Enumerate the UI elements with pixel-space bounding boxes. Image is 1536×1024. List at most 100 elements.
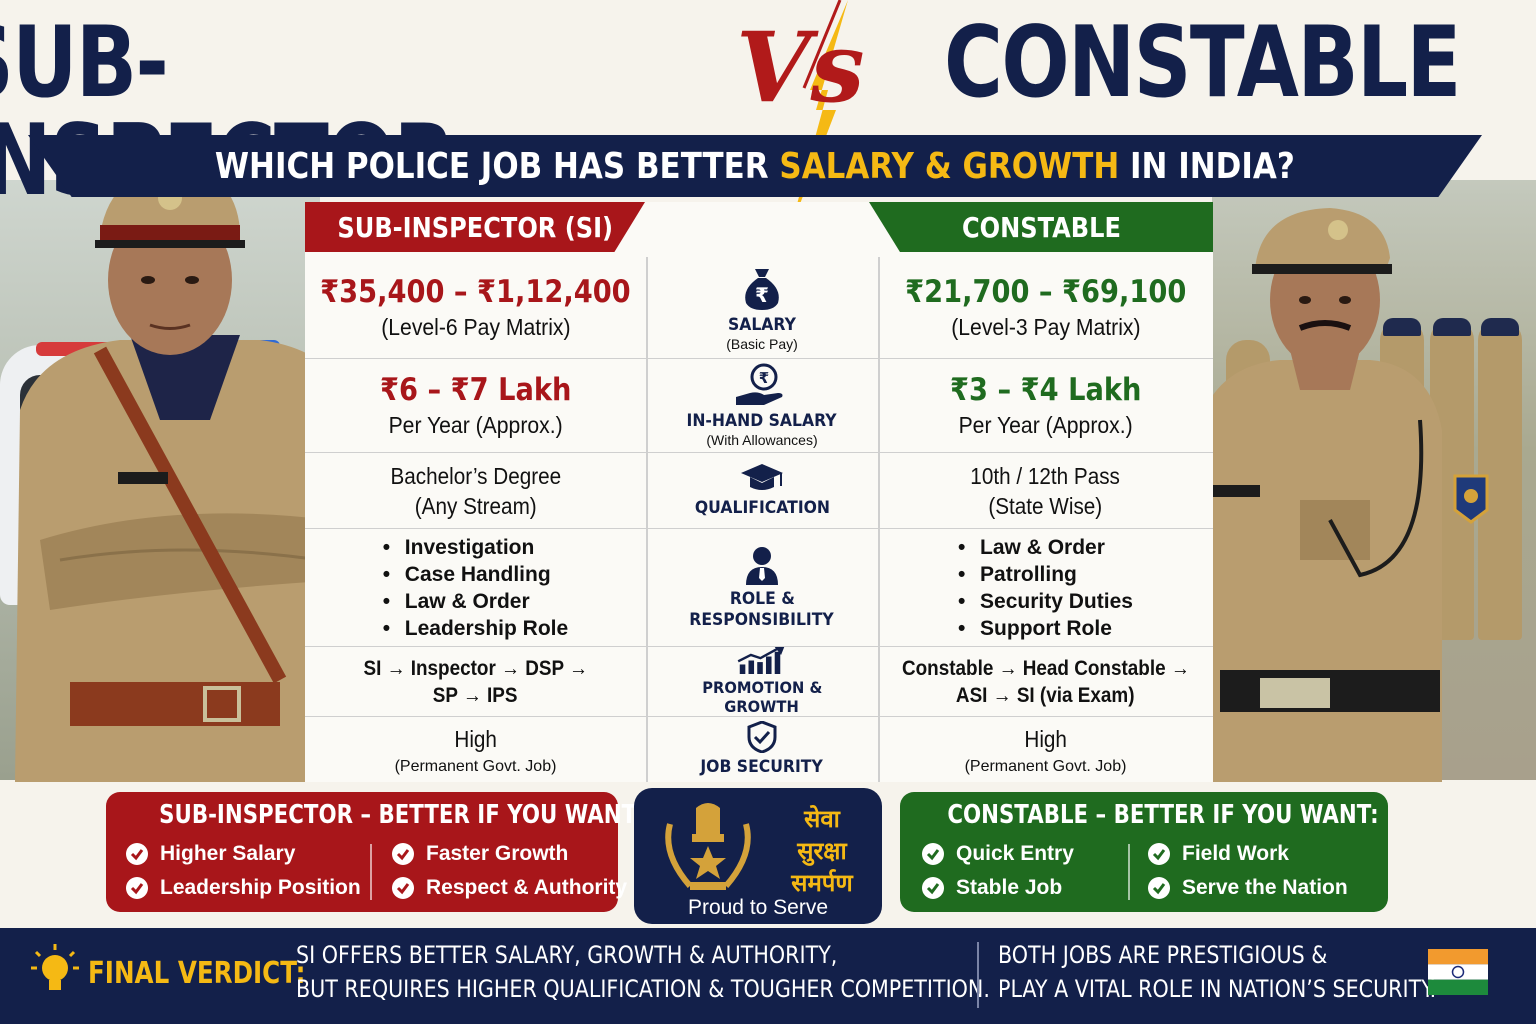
salary-label-cell: ₹ SALARY (Basic Pay) — [646, 257, 878, 358]
role-bullet-item: Patrolling — [958, 561, 1133, 588]
promotion-label-cell: PROMOTION & GROWTH — [646, 647, 878, 716]
si-benefit-item: Respect & Authority — [392, 876, 627, 900]
comparison-table: SUB-INSPECTOR (SI) CONSTABLE ₹35,400 – ₹… — [305, 202, 1213, 782]
subtitle-after: IN INDIA? — [1119, 145, 1295, 187]
sub-inspector-figure — [15, 168, 365, 782]
si-promotion-line2: SP → IPS — [433, 683, 518, 707]
box-divider — [370, 844, 372, 900]
inhand-sublabel: (With Allowances) — [706, 432, 818, 448]
constable-benefit-label: Quick Entry — [956, 842, 1074, 865]
shield-icon — [747, 721, 777, 753]
subtitle-before: WHICH POLICE JOB HAS BETTER — [215, 145, 780, 187]
subtitle-highlight: SALARY & GROWTH — [779, 145, 1120, 187]
title-constable: CONSTABLE — [944, 6, 1461, 120]
security-label-cell: JOB SECURITY — [646, 717, 878, 782]
final-verdict-footer: FINAL VERDICT: SI OFFERS BETTER SALARY, … — [0, 928, 1536, 1024]
si-qualification-cell: Bachelor’s Degree (Any Stream) — [305, 453, 646, 528]
si-salary-cell: ₹35,400 – ₹1,12,400 (Level-6 Pay Matrix) — [305, 257, 646, 358]
table-row-inhand-salary: ₹6 – ₹7 Lakh Per Year (Approx.) ₹ IN-HAN… — [305, 359, 1213, 453]
constable-better-if-box: CONSTABLE – BETTER IF YOU WANT: Quick En… — [900, 792, 1388, 912]
constable-promotion-cell: Constable → Head Constable → ASI → SI (v… — [878, 647, 1213, 716]
salary-sublabel: (Basic Pay) — [726, 336, 798, 352]
si-benefit-label: Higher Salary — [160, 842, 296, 865]
si-role-cell: InvestigationCase HandlingLaw & OrderLea… — [305, 529, 646, 646]
si-benefit-label: Respect & Authority — [426, 876, 628, 899]
constable-benefit-item: Field Work — [1148, 842, 1289, 866]
column-header-si: SUB-INSPECTOR (SI) — [305, 202, 645, 252]
check-icon — [392, 877, 414, 899]
constable-security-note: (Permanent Govt. Job) — [964, 757, 1127, 775]
promotion-label-line2: GROWTH — [724, 697, 800, 716]
role-bullet-item: Investigation — [383, 534, 568, 561]
constable-benefit-label: Stable Job — [956, 876, 1063, 899]
box-divider — [1128, 844, 1130, 900]
si-qualification-line1: Bachelor’s Degree — [390, 462, 561, 489]
column-header-constable-label: CONSTABLE — [961, 210, 1121, 244]
si-benefit-label: Leadership Position — [160, 876, 361, 899]
constable-qualification-cell: 10th / 12th Pass (State Wise) — [878, 453, 1213, 528]
column-header-si-label: SUB-INSPECTOR (SI) — [337, 210, 613, 244]
indian-flag-icon — [1428, 949, 1488, 995]
constable-inhand-note: Per Year (Approx.) — [958, 412, 1133, 438]
constable-figure — [1190, 208, 1442, 782]
constable-promotion-line1: Constable → Head Constable → — [901, 656, 1190, 680]
constable-security-value: High — [1024, 725, 1067, 752]
si-security-value: High — [454, 725, 497, 752]
check-icon — [922, 877, 944, 899]
footer-divider — [977, 942, 979, 1008]
national-emblem-icon — [665, 803, 751, 890]
hindi-suraksha: सुरक्षा — [797, 837, 847, 865]
constable-promotion-line2: ASI → SI (via Exam) — [956, 683, 1135, 707]
lightning-bolt-icon — [790, 0, 848, 230]
title-vs: Vs — [736, 11, 865, 124]
constable-inhand-value: ₹3 – ₹4 Lakh — [949, 372, 1142, 408]
qualification-label-cell: QUALIFICATION — [646, 453, 878, 528]
promotion-label-line1: PROMOTION & — [701, 678, 823, 697]
background-officer-cap — [1383, 318, 1421, 336]
si-role-list: InvestigationCase HandlingLaw & OrderLea… — [383, 534, 568, 642]
salary-label: SALARY — [728, 315, 796, 335]
si-benefit-item: Leadership Position — [126, 876, 361, 900]
si-better-if-box: SUB-INSPECTOR – BETTER IF YOU WANT: High… — [106, 792, 644, 912]
check-icon — [126, 877, 148, 899]
si-security-cell: High (Permanent Govt. Job) — [305, 717, 646, 782]
background-officer-cap — [1433, 318, 1471, 336]
subtitle-text: WHICH POLICE JOB HAS BETTER SALARY & GRO… — [215, 146, 1295, 187]
security-label: JOB SECURITY — [700, 757, 824, 777]
column-header-constable: CONSTABLE — [869, 202, 1213, 252]
inhand-label-cell: ₹ IN-HAND SALARY (With Allowances) — [646, 359, 878, 452]
constable-salary-cell: ₹21,700 – ₹69,100 (Level-3 Pay Matrix) — [878, 257, 1213, 358]
verdict-right-line1: BOTH JOBS ARE PRESTIGIOUS & — [998, 941, 1328, 969]
final-verdict-label: FINAL VERDICT: — [88, 956, 306, 991]
constable-benefit-item: Quick Entry — [922, 842, 1074, 866]
si-benefit-item: Faster Growth — [392, 842, 568, 866]
inhand-label: IN-HAND SALARY — [686, 411, 838, 431]
constable-security-cell: High (Permanent Govt. Job) — [878, 717, 1213, 782]
column-divider — [878, 257, 880, 782]
check-icon — [126, 843, 148, 865]
verdict-right-line2: PLAY A VITAL ROLE IN NATION’S SECURITY. — [998, 975, 1437, 1003]
si-security-note: (Permanent Govt. Job) — [394, 757, 557, 775]
constable-qualification-line2: (State Wise) — [988, 492, 1103, 519]
table-row-qualification: Bachelor’s Degree (Any Stream) QUALIFICA… — [305, 453, 1213, 529]
person-icon — [746, 546, 778, 585]
hindi-seva: सेवा — [804, 805, 840, 833]
subtitle-banner: WHICH POLICE JOB HAS BETTER SALARY & GRO… — [28, 135, 1482, 197]
si-benefit-label: Faster Growth — [426, 842, 569, 865]
constable-benefit-item: Stable Job — [922, 876, 1062, 900]
si-salary-note: (Level-6 Pay Matrix) — [380, 314, 571, 340]
emblem-box: सेवा सुरक्षा समर्पण Proud to Serve — [634, 788, 882, 924]
si-inhand-value: ₹6 – ₹7 Lakh — [379, 372, 572, 408]
table-row-promotion: SI → Inspector → DSP → SP → IPS PROMOTIO… — [305, 647, 1213, 717]
role-bullet-item: Support Role — [958, 615, 1133, 642]
role-label-line2: RESPONSIBILITY — [689, 609, 835, 630]
table-row-role: InvestigationCase HandlingLaw & OrderLea… — [305, 529, 1213, 647]
proud-to-serve: Proud to Serve — [687, 896, 829, 919]
constable-role-cell: Law & OrderPatrollingSecurity DutiesSupp… — [878, 529, 1213, 646]
si-salary-value: ₹35,400 – ₹1,12,400 — [320, 274, 631, 310]
constable-benefit-item: Serve the Nation — [1148, 876, 1348, 900]
hindi-samarpan: समर्पण — [791, 869, 853, 897]
si-inhand-note: Per Year (Approx.) — [388, 412, 563, 438]
si-box-title: SUB-INSPECTOR – BETTER IF YOU WANT: — [106, 800, 643, 830]
check-icon — [392, 843, 414, 865]
